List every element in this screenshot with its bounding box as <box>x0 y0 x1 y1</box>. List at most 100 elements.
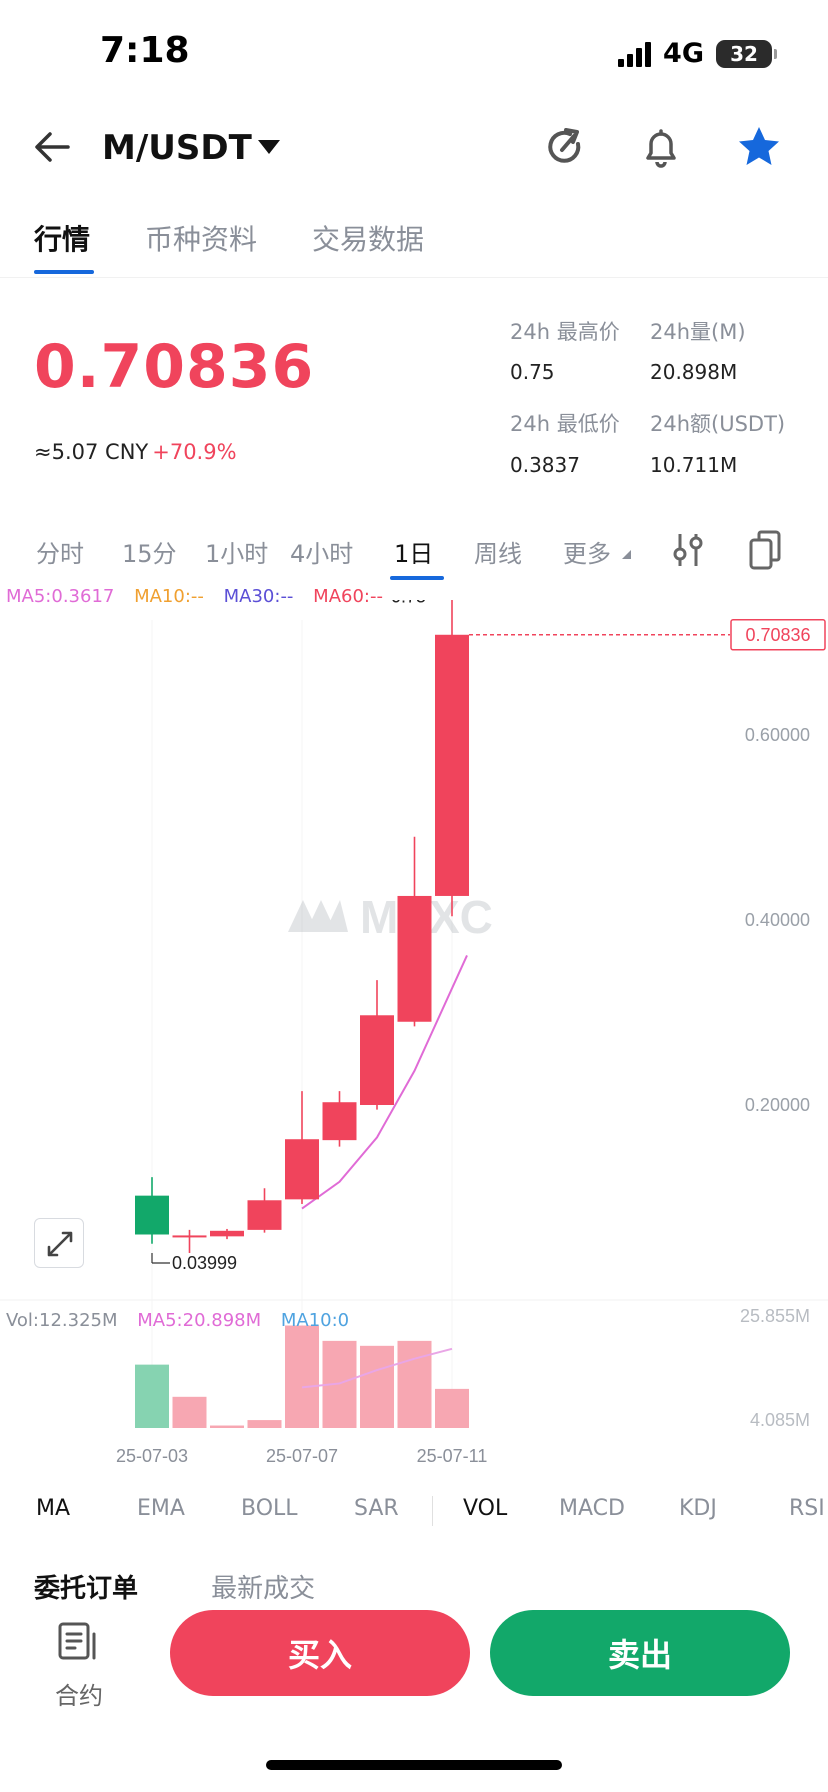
price-tick-label: 0.20000 <box>745 1095 810 1115</box>
ma60-legend: MA60:-- <box>313 586 383 607</box>
indicator-settings-icon[interactable] <box>668 530 708 570</box>
pair-title[interactable]: M/USDT <box>102 128 252 168</box>
low-label: 24h 最低价 <box>510 412 620 436</box>
ma5-line <box>301 955 468 1210</box>
buy-button[interactable]: 买入 <box>170 1610 470 1696</box>
tab-coin-info[interactable]: 币种资料 <box>145 223 258 256</box>
tab-active-indicator <box>34 270 94 274</box>
last-price: 0.70836 <box>34 332 315 402</box>
bell-icon[interactable] <box>636 122 686 172</box>
pair-dropdown-caret-icon[interactable] <box>258 140 280 154</box>
extreme-annotations: 0.75 0.03999 <box>151 600 426 1273</box>
candle-body <box>435 634 469 896</box>
home-indicator <box>266 1760 562 1770</box>
volume-value: 20.898M <box>650 360 738 384</box>
contract-label[interactable]: 合约 <box>55 1682 103 1710</box>
period-15m[interactable]: 15分 <box>122 540 177 568</box>
candle-body <box>285 1139 319 1200</box>
volume-bar <box>210 1425 244 1428</box>
period-4h[interactable]: 4小时 <box>290 540 354 568</box>
star-favorite-icon[interactable] <box>734 122 784 172</box>
vol-ma10-legend: MA10:0 <box>280 1310 350 1331</box>
last-price-line: 0.70836 <box>469 619 826 651</box>
nav-header: M/USDT <box>0 110 828 206</box>
contract-icon[interactable] <box>56 1620 104 1664</box>
watermark: MEXC <box>288 891 493 943</box>
tab-latest-trades[interactable]: 最新成交 <box>211 1574 316 1604</box>
more-caret-icon <box>622 550 631 559</box>
price-axis: 0.60000 0.40000 0.20000 <box>745 725 810 1115</box>
indicator-ema[interactable]: EMA <box>137 1496 185 1521</box>
indicator-vol[interactable]: VOL <box>463 1496 508 1521</box>
status-bar: 7:18 4G 32 <box>0 0 828 110</box>
amount-label: 24h额(USDT) <box>650 412 786 436</box>
last-price-tag-label: 0.70836 <box>745 625 810 645</box>
ma-legend: MA5:0.3617 MA10:-- MA30:-- MA60:-- <box>6 586 397 607</box>
volume-axis: 25.855M 4.085M <box>740 1306 810 1430</box>
status-time: 7:18 <box>100 30 190 71</box>
tab-trade-data[interactable]: 交易数据 <box>312 223 425 256</box>
low-marker-label: 0.03999 <box>172 1253 237 1273</box>
price-tick-label: 0.60000 <box>745 725 810 745</box>
volume-label: 24h量(M) <box>650 320 746 344</box>
indicator-ma[interactable]: MA <box>36 1496 71 1521</box>
volume-bar <box>172 1396 207 1428</box>
low-value: 0.3837 <box>510 453 580 477</box>
price-change: +70.9% <box>152 440 237 464</box>
price-tick-label: 0.40000 <box>745 910 810 930</box>
date-axis: 25-07-03 25-07-07 25-07-11 <box>116 1446 487 1466</box>
candle-body <box>135 1195 169 1235</box>
indicator-sar[interactable]: SAR <box>354 1496 399 1521</box>
volume-tick-label: 4.085M <box>750 1410 810 1430</box>
volume-bar <box>360 1345 394 1428</box>
period-timeline[interactable]: 分时 <box>36 540 84 568</box>
sell-button[interactable]: 卖出 <box>490 1610 790 1696</box>
vol-ma5-legend: MA5:20.898M <box>137 1310 262 1331</box>
period-more[interactable]: 更多 <box>563 540 611 568</box>
layout-switch-icon[interactable] <box>746 528 786 572</box>
period-1h[interactable]: 1小时 <box>205 540 269 568</box>
amount-value: 10.711M <box>650 453 738 477</box>
period-week[interactable]: 周线 <box>474 540 522 568</box>
candle-body <box>397 895 432 1022</box>
volume-ma5-polyline <box>301 1347 453 1389</box>
candle-body <box>210 1230 244 1237</box>
indicator-macd[interactable]: MACD <box>559 1496 625 1521</box>
volume-legend: Vol:12.325M MA5:20.898M MA10:0 <box>6 1310 363 1331</box>
share-refresh-icon[interactable] <box>540 122 590 172</box>
indicator-kdj[interactable]: KDJ <box>679 1496 717 1521</box>
candles <box>135 600 469 1253</box>
candlestick-chart[interactable]: MEXC 0.60000 0.40000 0.20000 0.70836 0.750… <box>0 600 828 1470</box>
vol-legend: Vol:12.325M <box>6 1310 118 1331</box>
volume-bar <box>397 1340 432 1428</box>
back-arrow-icon[interactable] <box>28 122 78 172</box>
high-label: 24h 最高价 <box>510 320 620 344</box>
ma5-polyline <box>301 955 468 1210</box>
period-1d[interactable]: 1日 <box>394 540 434 568</box>
tab-market[interactable]: 行情 <box>34 223 91 256</box>
signal-icon <box>618 41 652 67</box>
tab-open-orders[interactable]: 委托订单 <box>34 1574 139 1604</box>
bottom-action-bar: 合约 买入 卖出 <box>0 1600 828 1792</box>
indicator-rsi[interactable]: RSI <box>789 1496 825 1521</box>
date-tick-label: 25-07-03 <box>116 1446 188 1466</box>
battery-icon: 32 <box>716 39 777 68</box>
expand-arrows-icon <box>47 1231 73 1257</box>
volume-bar <box>435 1388 469 1428</box>
candle-body <box>247 1200 282 1230</box>
indicator-boll[interactable]: BOLL <box>241 1496 298 1521</box>
order-tabs: 委托订单 最新成交 <box>34 1568 383 1608</box>
candle-body <box>322 1102 357 1141</box>
status-indicators: 4G 32 <box>618 38 777 69</box>
ma30-legend: MA30:-- <box>223 586 294 607</box>
network-type: 4G <box>663 38 704 69</box>
indicator-divider <box>432 1496 433 1526</box>
fullscreen-button[interactable] <box>34 1218 84 1268</box>
main-tabs: 行情 币种资料 交易数据 <box>0 206 828 278</box>
volume-bar <box>247 1420 282 1428</box>
candle-body <box>172 1235 207 1238</box>
date-tick-label: 25-07-07 <box>266 1446 338 1466</box>
indicator-tabs: MA EMA BOLL SAR VOL MACD KDJ RSI <box>0 1486 828 1538</box>
last-price-tag <box>730 619 826 651</box>
cny-price: ≈5.07 CNY +70.9% <box>34 440 237 464</box>
